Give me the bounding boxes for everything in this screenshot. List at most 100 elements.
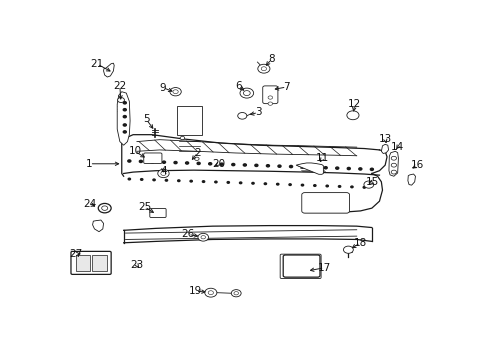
Text: 14: 14 (390, 142, 404, 152)
Circle shape (162, 161, 165, 163)
Circle shape (324, 167, 326, 169)
Polygon shape (117, 92, 130, 145)
Circle shape (301, 166, 304, 168)
Circle shape (185, 162, 188, 164)
Circle shape (128, 178, 130, 180)
Circle shape (240, 88, 253, 98)
Circle shape (165, 180, 167, 181)
Polygon shape (296, 163, 323, 174)
Circle shape (161, 172, 166, 175)
Circle shape (151, 161, 154, 163)
Bar (92, 255, 106, 271)
Text: 11: 11 (315, 153, 328, 163)
Circle shape (198, 233, 208, 241)
Circle shape (343, 246, 353, 253)
FancyBboxPatch shape (143, 153, 162, 163)
Circle shape (288, 184, 291, 185)
Circle shape (214, 181, 217, 183)
Circle shape (102, 206, 107, 210)
Circle shape (261, 67, 266, 71)
Text: 22: 22 (113, 81, 126, 91)
Circle shape (301, 184, 303, 186)
Circle shape (390, 170, 396, 174)
Circle shape (277, 165, 281, 167)
Circle shape (358, 168, 361, 170)
FancyBboxPatch shape (283, 255, 319, 277)
Circle shape (239, 182, 241, 184)
Text: 17: 17 (317, 263, 330, 273)
FancyBboxPatch shape (262, 86, 277, 104)
Circle shape (158, 169, 169, 177)
Circle shape (169, 87, 181, 96)
Text: 27: 27 (69, 249, 83, 259)
Polygon shape (381, 144, 388, 153)
Circle shape (363, 181, 373, 188)
Text: 16: 16 (410, 160, 423, 170)
Circle shape (243, 91, 250, 96)
Circle shape (233, 292, 238, 295)
Circle shape (254, 164, 257, 166)
Circle shape (190, 180, 192, 182)
Circle shape (194, 157, 199, 161)
Circle shape (117, 98, 124, 103)
Polygon shape (92, 220, 103, 232)
Circle shape (264, 183, 266, 185)
Circle shape (335, 167, 338, 169)
Circle shape (313, 185, 315, 186)
Circle shape (173, 90, 178, 94)
Text: 10: 10 (128, 146, 142, 156)
Text: 19: 19 (189, 286, 202, 296)
Circle shape (346, 111, 358, 120)
Text: 20: 20 (211, 159, 224, 169)
FancyBboxPatch shape (71, 251, 111, 274)
Circle shape (390, 163, 396, 167)
Text: 15: 15 (366, 177, 379, 187)
Circle shape (140, 179, 142, 180)
Text: 26: 26 (181, 229, 194, 239)
FancyBboxPatch shape (149, 208, 166, 217)
Circle shape (276, 183, 278, 185)
Circle shape (257, 64, 269, 73)
Polygon shape (388, 151, 398, 176)
Circle shape (202, 181, 204, 183)
Circle shape (98, 203, 111, 213)
Circle shape (369, 168, 373, 170)
Circle shape (177, 180, 180, 181)
Polygon shape (103, 63, 114, 77)
Circle shape (201, 235, 205, 239)
Circle shape (123, 109, 126, 111)
Circle shape (226, 181, 229, 183)
Circle shape (208, 291, 213, 294)
Circle shape (231, 163, 234, 166)
Circle shape (350, 186, 352, 188)
Circle shape (390, 156, 396, 160)
Circle shape (174, 162, 177, 164)
Text: 21: 21 (90, 59, 103, 69)
Circle shape (251, 183, 254, 184)
Circle shape (208, 163, 211, 165)
Circle shape (266, 165, 269, 167)
Polygon shape (407, 174, 415, 185)
Text: 8: 8 (267, 54, 274, 64)
Circle shape (346, 167, 349, 170)
Bar (75, 255, 90, 271)
Circle shape (197, 162, 200, 165)
Circle shape (153, 179, 155, 181)
Circle shape (139, 160, 142, 162)
Text: 23: 23 (130, 260, 143, 270)
Text: 25: 25 (138, 202, 151, 212)
Text: 5: 5 (143, 114, 149, 125)
Text: 13: 13 (378, 134, 391, 144)
Circle shape (204, 288, 217, 297)
Circle shape (220, 163, 223, 165)
Circle shape (123, 102, 126, 104)
Circle shape (267, 102, 272, 105)
Circle shape (123, 116, 126, 118)
Circle shape (338, 186, 340, 187)
Circle shape (363, 186, 365, 188)
Text: 7: 7 (283, 82, 289, 92)
Circle shape (312, 166, 315, 168)
Text: 6: 6 (235, 81, 241, 91)
Text: 3: 3 (254, 108, 261, 117)
FancyBboxPatch shape (177, 107, 202, 135)
